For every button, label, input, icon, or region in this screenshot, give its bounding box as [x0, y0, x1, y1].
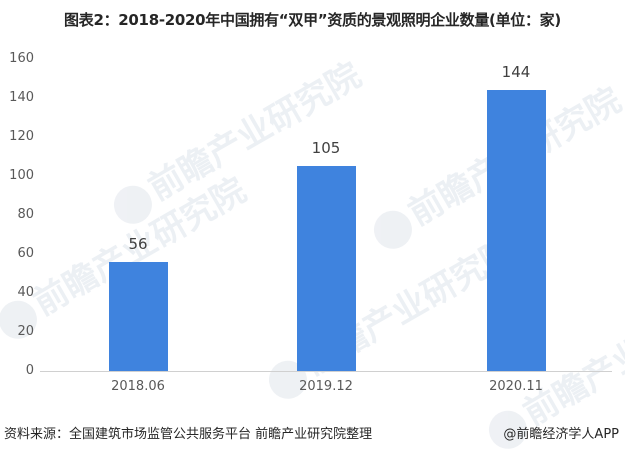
y-tick-label: 100 [9, 168, 34, 183]
chart-title: 图表2：2018-2020年中国拥有“双甲”资质的景观照明企业数量(单位：家) [64, 11, 561, 29]
y-tick-label: 60 [17, 246, 34, 261]
bar-chart: 前瞻产业研究院 前瞻产业研究院 前瞻产业研究院 前瞻产业研究院 前瞻产业研究院 … [0, 51, 625, 456]
data-label: 56 [128, 234, 148, 253]
bar-2020.11 [486, 90, 546, 371]
x-tick-label: 2019.12 [299, 379, 353, 394]
bar-2018.06 [108, 261, 168, 371]
y-tick-label: 0 [25, 363, 34, 378]
y-tick-label: 120 [9, 129, 34, 144]
data-label: 144 [501, 63, 531, 82]
bar-2019.12 [296, 166, 356, 371]
data-label: 105 [311, 139, 341, 158]
x-tick-label: 2020.11 [489, 379, 543, 394]
y-tick-label: 40 [17, 285, 34, 300]
x-axis-line [40, 371, 612, 372]
y-tick-label: 140 [9, 90, 34, 105]
y-tick-label: 160 [9, 51, 34, 66]
source-note: 资料来源：全国建筑市场监管公共服务平台 前瞻产业研究院整理 [4, 427, 373, 442]
x-tick-label: 2018.06 [111, 379, 165, 394]
credit-note: @前瞻经济学人APP [503, 427, 619, 442]
y-tick-label: 20 [17, 324, 34, 339]
y-tick-label: 80 [17, 207, 34, 222]
